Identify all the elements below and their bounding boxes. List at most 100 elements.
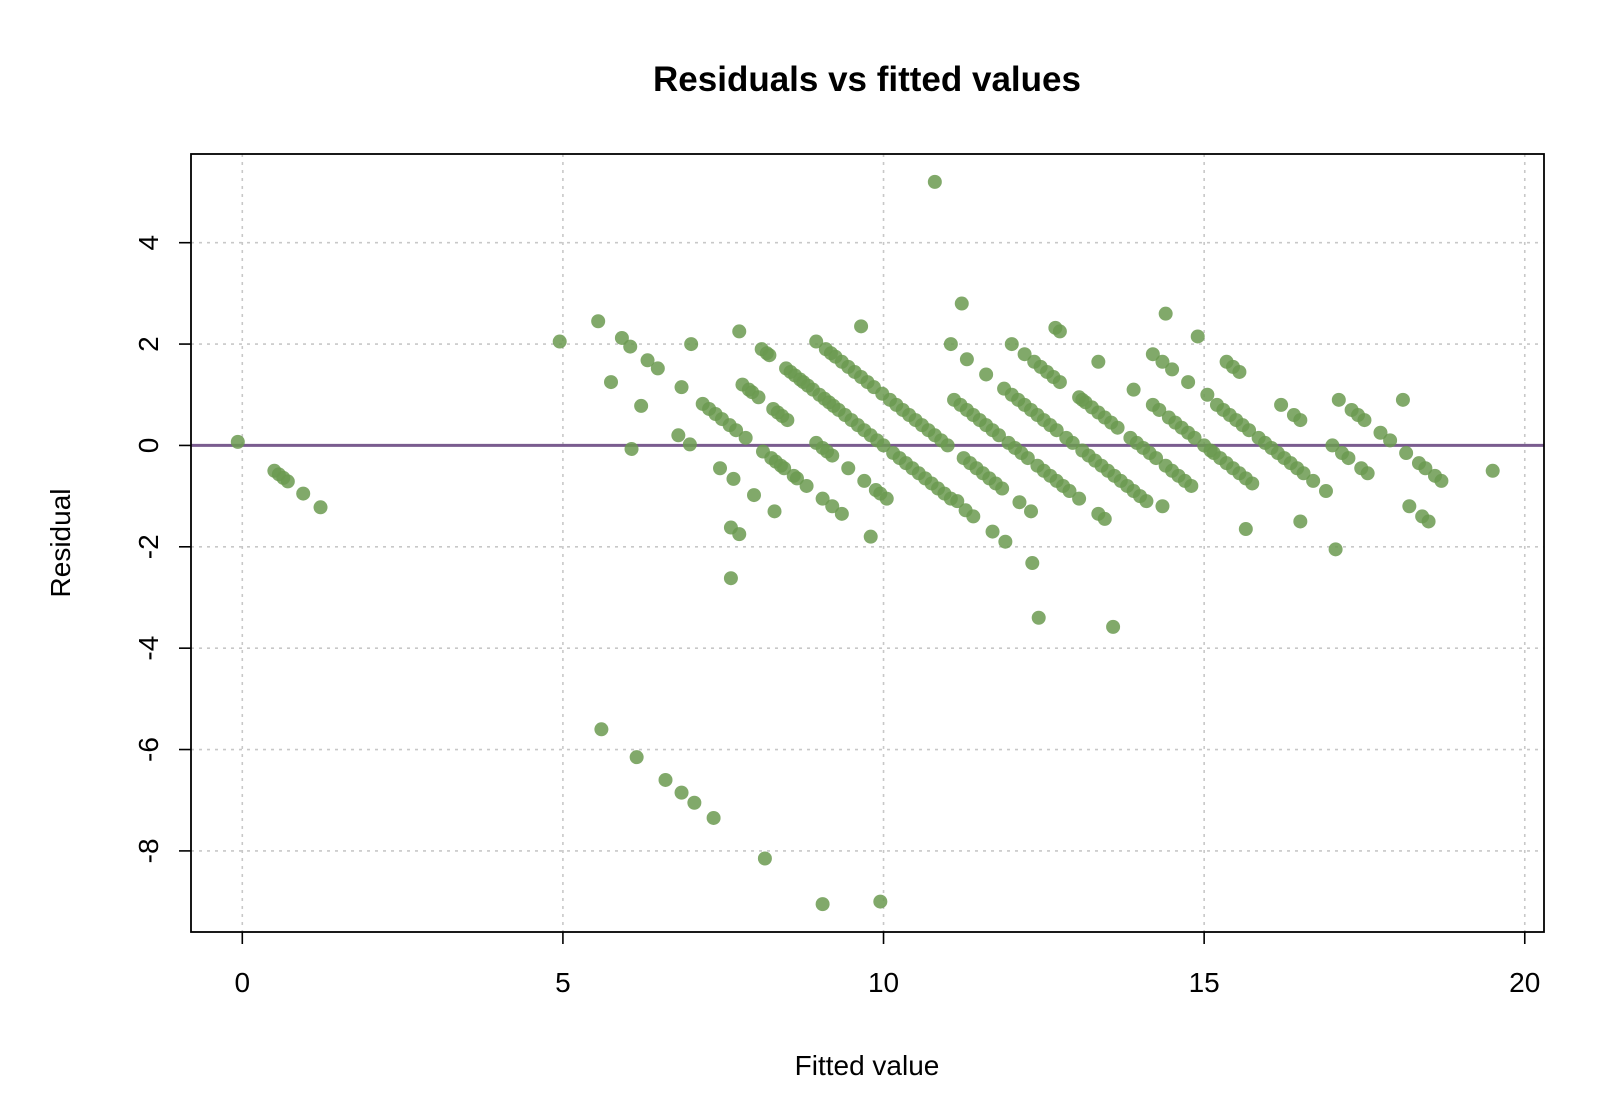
data-point bbox=[966, 509, 981, 524]
data-point bbox=[1031, 610, 1046, 625]
data-point bbox=[1155, 499, 1170, 514]
data-point bbox=[1017, 347, 1032, 362]
data-point bbox=[815, 897, 830, 912]
data-point bbox=[1025, 556, 1040, 571]
data-point bbox=[1024, 504, 1039, 519]
data-point bbox=[1383, 433, 1398, 448]
data-point bbox=[1293, 413, 1308, 428]
data-point bbox=[732, 527, 747, 542]
data-point bbox=[940, 438, 955, 453]
data-point bbox=[1245, 476, 1260, 491]
data-point bbox=[713, 461, 728, 476]
data-point bbox=[1091, 354, 1106, 369]
data-point bbox=[1434, 473, 1449, 488]
data-point bbox=[1072, 491, 1087, 506]
data-point bbox=[1331, 392, 1346, 407]
data-point bbox=[623, 339, 638, 354]
data-point bbox=[991, 428, 1006, 443]
data-point bbox=[1293, 514, 1308, 529]
data-point bbox=[1145, 347, 1160, 362]
data-point bbox=[873, 894, 888, 909]
data-point bbox=[706, 810, 721, 825]
data-point bbox=[230, 434, 245, 449]
data-point bbox=[280, 474, 295, 489]
data-point bbox=[950, 494, 965, 509]
data-point bbox=[1274, 397, 1289, 412]
data-point bbox=[726, 471, 741, 486]
plot-frame bbox=[190, 153, 1545, 933]
data-point bbox=[1306, 473, 1321, 488]
x-tick-label: 20 bbox=[1509, 967, 1540, 998]
data-point bbox=[1165, 362, 1180, 377]
data-point bbox=[825, 499, 840, 514]
y-tick-label: 4 bbox=[133, 235, 164, 251]
data-point bbox=[1395, 392, 1410, 407]
data-point bbox=[1187, 430, 1202, 445]
data-point bbox=[1181, 375, 1196, 390]
y-axis: -8 -6 -4 -2 0 2 4 bbox=[133, 235, 191, 863]
data-point bbox=[1421, 514, 1436, 529]
data-point bbox=[841, 461, 856, 476]
data-point bbox=[1049, 423, 1064, 438]
data-point bbox=[634, 398, 649, 413]
data-point bbox=[1399, 446, 1414, 461]
data-point bbox=[594, 722, 609, 737]
data-point bbox=[1296, 466, 1311, 481]
x-axis-label: Fitted value bbox=[795, 1050, 940, 1081]
data-point bbox=[591, 314, 606, 329]
data-point bbox=[1139, 494, 1154, 509]
data-point bbox=[1110, 420, 1125, 435]
data-point bbox=[751, 390, 766, 405]
data-point bbox=[780, 413, 795, 428]
data-point bbox=[552, 334, 567, 349]
data-point bbox=[1325, 438, 1340, 453]
data-point bbox=[979, 367, 994, 382]
x-axis: 0 5 10 15 20 bbox=[235, 932, 1540, 998]
data-point bbox=[1184, 478, 1199, 493]
data-point bbox=[682, 437, 697, 452]
y-tick-label: -8 bbox=[133, 838, 164, 863]
data-point bbox=[854, 319, 869, 334]
data-point bbox=[1052, 324, 1067, 339]
x-tick-label: 10 bbox=[868, 967, 899, 998]
data-point bbox=[998, 534, 1013, 549]
data-point bbox=[1242, 423, 1257, 438]
data-point bbox=[1341, 451, 1356, 466]
data-point bbox=[876, 438, 891, 453]
data-point bbox=[674, 785, 689, 800]
data-point bbox=[1238, 522, 1253, 537]
y-tick-label: 2 bbox=[133, 336, 164, 352]
data-point bbox=[767, 504, 782, 519]
data-point bbox=[650, 361, 665, 376]
data-point bbox=[1158, 306, 1173, 321]
data-point bbox=[825, 448, 840, 463]
data-point bbox=[809, 334, 824, 349]
data-point bbox=[313, 500, 328, 515]
data-points bbox=[230, 174, 1500, 912]
data-point bbox=[729, 423, 744, 438]
data-point bbox=[723, 571, 738, 586]
data-point bbox=[943, 337, 958, 352]
data-point bbox=[857, 473, 872, 488]
data-point bbox=[995, 481, 1010, 496]
data-point bbox=[1190, 329, 1205, 344]
data-point bbox=[789, 471, 804, 486]
data-point bbox=[747, 488, 762, 503]
data-point bbox=[1360, 466, 1375, 481]
data-point bbox=[674, 380, 689, 395]
data-point bbox=[815, 491, 830, 506]
data-point bbox=[658, 772, 673, 787]
data-point bbox=[732, 324, 747, 339]
chart-title: Residuals vs fitted values bbox=[653, 60, 1081, 99]
x-tick-label: 0 bbox=[235, 967, 251, 998]
data-point bbox=[1149, 451, 1164, 466]
data-point bbox=[629, 750, 644, 765]
data-point bbox=[1126, 382, 1141, 397]
data-point bbox=[799, 478, 814, 493]
data-point bbox=[927, 174, 942, 189]
data-point bbox=[1097, 511, 1112, 526]
data-point bbox=[1004, 337, 1019, 352]
data-point bbox=[1155, 354, 1170, 369]
data-point bbox=[777, 461, 792, 476]
data-point bbox=[640, 353, 655, 368]
